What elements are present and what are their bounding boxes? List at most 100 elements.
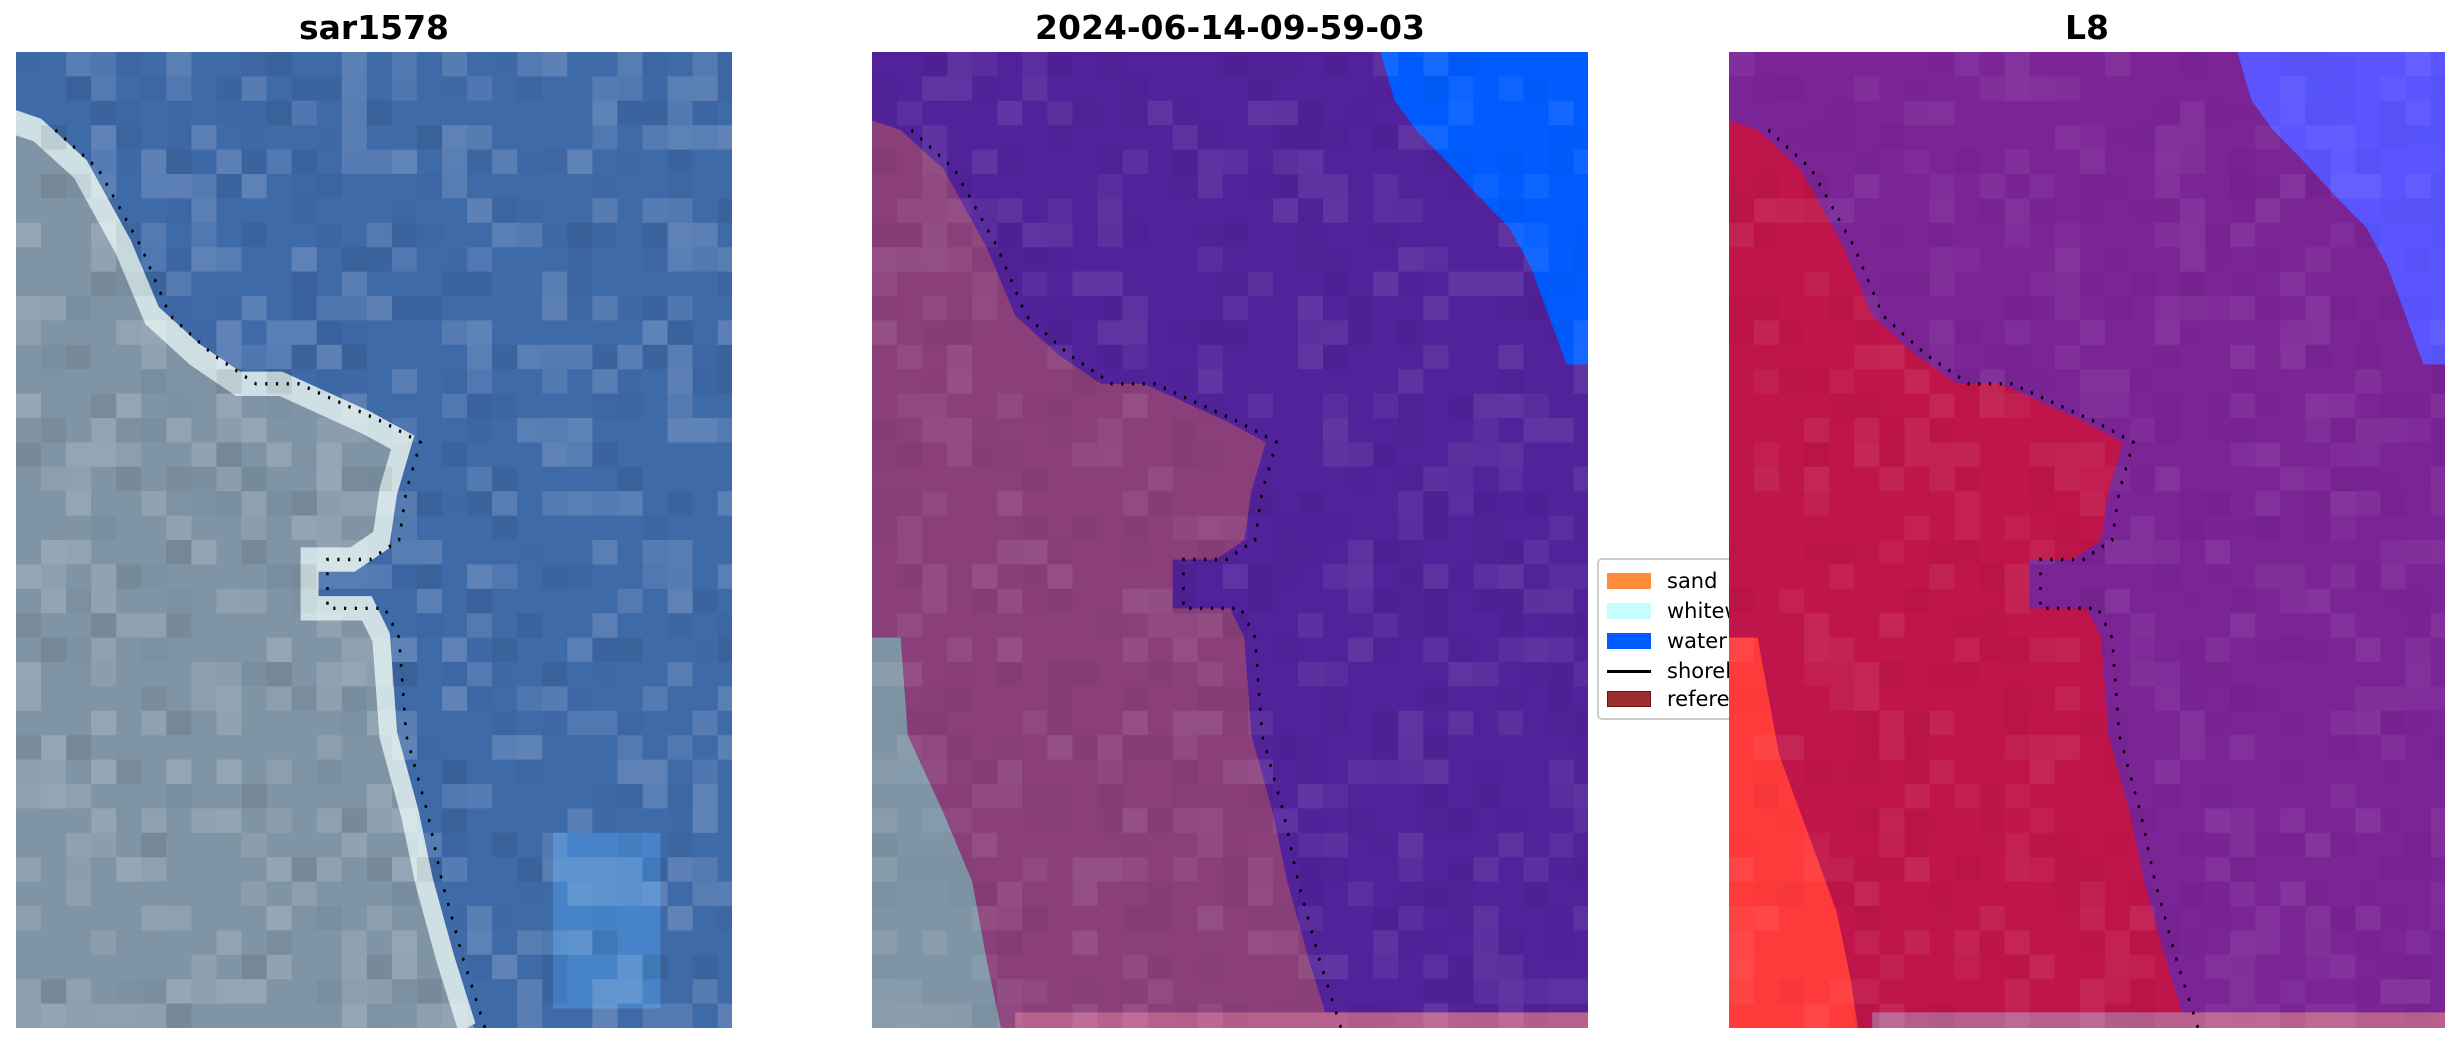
pixel-noise — [567, 344, 593, 370]
pixel-noise — [2079, 466, 2105, 492]
pixel-noise — [1373, 174, 1399, 199]
pixel-noise — [997, 906, 1023, 931]
pixel-noise — [1022, 222, 1048, 248]
pixel-noise — [1323, 906, 1348, 930]
pixel-noise — [1273, 125, 1298, 149]
pixel-noise — [692, 881, 718, 906]
pixel-noise — [2080, 589, 2105, 613]
pixel-noise — [667, 76, 693, 101]
pixel-noise — [2054, 344, 2080, 370]
pixel-noise — [2305, 638, 2330, 662]
pixel-noise — [972, 1004, 997, 1028]
pixel-noise — [1498, 442, 1524, 467]
pixel-noise — [2430, 613, 2445, 638]
pixel-noise — [91, 710, 117, 736]
pixel-noise — [241, 296, 267, 321]
pixel-noise — [467, 930, 493, 955]
pixel-noise — [2180, 149, 2206, 174]
pixel-noise — [617, 466, 643, 492]
pixel-noise — [1097, 222, 1123, 248]
pixel-noise — [1573, 466, 1588, 492]
pixel-noise — [1804, 832, 1830, 858]
pixel-noise — [1323, 686, 1348, 710]
pixel-noise — [693, 174, 718, 198]
pixel-noise — [2079, 491, 2105, 516]
pixel-noise — [2129, 613, 2156, 638]
pixel-noise — [972, 247, 997, 271]
pixel-noise — [2079, 1003, 2105, 1028]
pixel-noise — [2130, 882, 2155, 906]
pixel-noise — [417, 735, 442, 759]
pixel-noise — [16, 52, 41, 76]
pixel-noise — [972, 882, 997, 906]
pixel-noise — [316, 808, 342, 833]
pixel-noise — [897, 613, 923, 638]
pixel-noise — [2105, 735, 2130, 759]
pixel-noise — [693, 638, 718, 662]
pixel-noise — [341, 271, 367, 296]
pixel-noise — [191, 979, 217, 1004]
pixel-noise — [1423, 101, 1448, 125]
pixel-noise — [922, 198, 948, 223]
pixel-noise — [1172, 710, 1198, 736]
pixel-noise — [2330, 101, 2355, 125]
land-class — [872, 52, 1331, 1028]
pixel-noise — [1423, 735, 1449, 760]
pixel-noise — [1448, 442, 1474, 467]
pixel-noise — [1197, 662, 1223, 687]
pixel-noise — [1098, 613, 1123, 637]
pixel-noise — [492, 735, 518, 760]
pixel-noise — [1473, 760, 1498, 784]
pixel-noise — [1272, 100, 1299, 126]
pixel-noise — [692, 588, 718, 614]
pixel-noise — [1072, 1003, 1098, 1028]
pixel-noise — [1804, 1003, 1830, 1028]
pixel-noise — [216, 710, 242, 736]
pixel-noise — [2055, 516, 2080, 540]
pixel-noise — [2004, 930, 2030, 955]
pixel-noise — [1548, 759, 1574, 784]
pixel-noise — [2305, 296, 2331, 321]
pixel-noise — [1273, 833, 1298, 857]
pixel-noise — [668, 784, 693, 808]
pixel-noise — [922, 418, 948, 443]
pixel-noise — [2405, 979, 2431, 1004]
pixel-noise — [1298, 540, 1323, 564]
pixel-noise — [1298, 735, 1323, 759]
pixel-noise — [2055, 491, 2080, 515]
pixel-noise — [542, 344, 568, 370]
pixel-noise — [2155, 320, 2181, 345]
pixel-noise — [116, 52, 141, 76]
pixel-noise — [517, 150, 542, 174]
pixel-noise — [442, 686, 468, 711]
pixel-noise — [1173, 1004, 1198, 1028]
pixel-noise — [1448, 979, 1473, 1003]
pixel-noise — [667, 320, 693, 345]
shallow-water-patch — [553, 832, 661, 1009]
pixel-noise — [91, 320, 116, 344]
pixel-noise — [1398, 906, 1424, 931]
pixel-noise — [91, 271, 117, 296]
pixel-noise — [542, 686, 568, 711]
pixel-noise — [16, 906, 42, 931]
pixel-noise — [1829, 296, 1854, 320]
pixel-noise — [316, 491, 342, 516]
pixel-noise — [2155, 418, 2180, 442]
pixel-noise — [341, 979, 367, 1004]
pixel-noise — [16, 759, 42, 784]
pixel-noise — [922, 52, 947, 76]
pixel-noise — [1348, 540, 1374, 565]
pixel-noise — [2030, 369, 2055, 393]
pixel-noise — [2030, 296, 2055, 320]
pixel-noise — [16, 857, 42, 882]
pixel-noise — [241, 540, 267, 565]
pixel-noise — [1247, 588, 1273, 614]
pixel-noise — [66, 540, 92, 565]
pixel-noise — [1298, 149, 1324, 174]
pixel-noise — [1523, 979, 1549, 1004]
pixel-noise — [1148, 808, 1173, 832]
pixel-noise — [2280, 808, 2306, 833]
pixel-noise — [617, 637, 643, 662]
pixel-noise — [442, 1003, 468, 1028]
pixel-noise — [1904, 150, 1929, 174]
